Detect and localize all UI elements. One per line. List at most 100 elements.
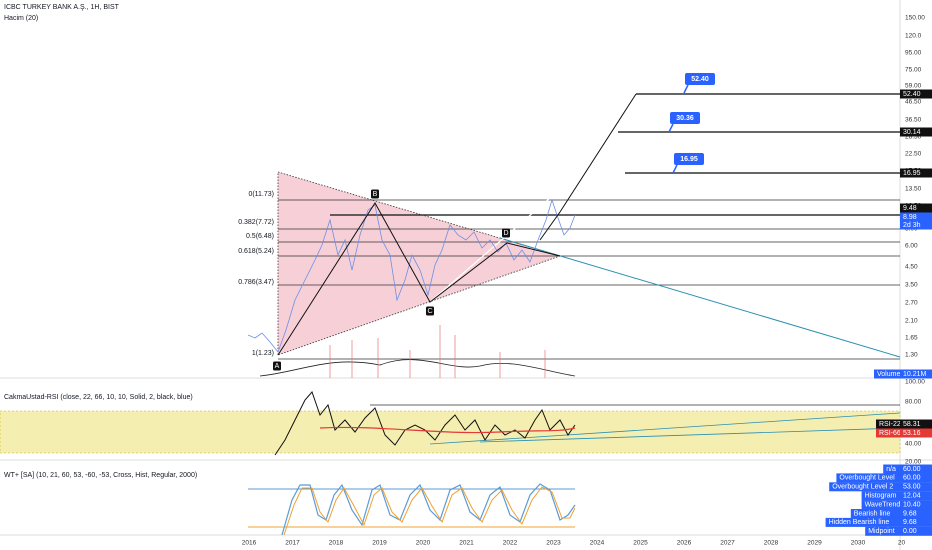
point-label-bg <box>273 361 281 371</box>
price-tag-bg <box>900 212 932 222</box>
wt-tag-name: WaveTrend <box>865 501 901 508</box>
price-tag: 52.40 <box>903 91 921 98</box>
point-label-bg <box>371 189 379 199</box>
rsi-band <box>0 410 901 454</box>
x-axis-label: 2016 <box>242 540 257 547</box>
fib-label: 0.618(5.24) <box>238 248 274 255</box>
target-label: 52.40 <box>691 76 709 83</box>
price-axis-label: 4.50 <box>905 264 918 271</box>
price-axis-label: 120.0 <box>905 33 922 40</box>
rsi-axis-label: 40.00 <box>905 441 922 448</box>
wt-tag-name-bg <box>861 491 900 501</box>
point-label: C <box>427 308 432 315</box>
price-axis-label: 1.30 <box>905 352 918 359</box>
rsi-title: CakmaUstad-RSI (close, 22, 66, 10, 10, S… <box>4 394 193 401</box>
wt-tag-bg <box>900 473 932 483</box>
target-callout-pointer <box>683 84 689 94</box>
symbol-title: ICBC TURKEY BANK A.Ş., 1H, BIST <box>4 4 120 11</box>
wt-tag: 53.00 <box>903 484 921 491</box>
wt-tag-name-bg <box>829 482 900 492</box>
rsi-tag: 53.16 <box>903 430 921 437</box>
wt-title: WT+ [SA] (10, 21, 60, 53, -60, -53, Cros… <box>4 472 197 479</box>
x-axis-label: 2018 <box>329 540 344 547</box>
rsi-trend <box>479 427 901 443</box>
volume-tag-name-bg <box>874 369 900 379</box>
target-callout-pointer <box>672 164 678 174</box>
wt-tag-name: Midpoint <box>868 528 895 535</box>
price-tag-bg <box>900 168 932 178</box>
volume-tag: 10.21M <box>903 371 927 378</box>
rsi-trend <box>429 412 901 445</box>
wt-tag: 12.04 <box>903 493 921 500</box>
fib-label: 1(1.23) <box>252 350 274 357</box>
wt-tag-bg <box>900 482 932 492</box>
triangle-pattern <box>277 171 562 356</box>
rsi-tag-bg <box>900 419 932 429</box>
price-tag: 9.48 <box>903 205 917 212</box>
wt-tag-name: Overbought Level <box>839 475 895 482</box>
price-line <box>247 198 576 353</box>
price-axis-label: 3.50 <box>905 282 918 289</box>
price-axis-label: 2.10 <box>905 318 918 325</box>
wt-tag-bg <box>900 509 932 518</box>
price-tag-bg <box>900 89 932 99</box>
target-label: 30.36 <box>676 115 694 122</box>
x-axis-label: 2026 <box>677 540 692 547</box>
fib-label: 0.382(7.72) <box>238 219 274 226</box>
x-axis-label: 2030 <box>851 540 866 547</box>
x-axis-label: 2028 <box>764 540 779 547</box>
price-axis-label: 2.70 <box>905 300 918 307</box>
price-axis-label: 59.00 <box>905 83 922 90</box>
wt-tag: 0.00 <box>903 528 917 535</box>
x-axis-label: 2019 <box>372 540 387 547</box>
channel-line <box>429 197 551 303</box>
wt-tag: 60.00 <box>903 475 921 482</box>
x-axis-label: 2017 <box>285 540 300 547</box>
rsi-axis-label: 80.00 <box>905 399 922 406</box>
target-label: 16.95 <box>680 156 698 163</box>
price-axis-label: 95.00 <box>905 50 922 57</box>
volume-tag-bg <box>900 369 932 379</box>
point-label: D <box>503 230 508 237</box>
trend-line <box>499 237 901 358</box>
price-axis-label: 28.50 <box>905 134 922 141</box>
wt-tag-bg <box>900 517 932 527</box>
wt-tag-name: Overbought Level 2 <box>832 484 893 491</box>
wt-tag: 9.68 <box>903 510 917 517</box>
wt-tag-name: n/a <box>886 466 896 473</box>
x-axis-label: 2022 <box>503 540 518 547</box>
rsi-axis-label: 100.00 <box>905 379 925 386</box>
signal-line <box>283 486 576 536</box>
wt-tag-name: Hidden Bearish line <box>829 519 890 526</box>
wt-tag-name-bg <box>850 509 900 518</box>
price-axis-label: 36.50 <box>905 117 922 124</box>
projection-line <box>539 93 637 241</box>
fib-lines <box>278 93 900 360</box>
wt-tag-name-bg <box>883 464 900 474</box>
rsi-tag-name: RSI-66 <box>879 430 901 437</box>
point-label: A <box>275 363 280 370</box>
rsi-axis-label: 20.00 <box>905 459 922 466</box>
x-axis-label: 2029 <box>807 540 822 547</box>
wt-tag-name: Histogram <box>865 493 897 500</box>
target-callout-bg <box>670 112 700 124</box>
x-axis-label: 2025 <box>633 540 648 547</box>
abcd-pattern <box>277 202 561 356</box>
price-axis-label: 150.00 <box>905 15 925 22</box>
rsi-tag: 58.31 <box>903 421 921 428</box>
price-axis-label: 75.00 <box>905 67 922 74</box>
price-tag: 30.14 <box>903 129 921 136</box>
price-axis-label: 6.00 <box>905 243 918 250</box>
rsi-slow-line <box>319 426 576 434</box>
price-tag: 8.98 <box>903 214 917 221</box>
volume-ma <box>259 359 576 377</box>
price-tag-time-bg <box>900 220 932 230</box>
price-tag: 16.95 <box>903 170 921 177</box>
fib-label: 0(11.73) <box>248 191 274 198</box>
wt-tag-bg <box>900 500 932 510</box>
wt-tag: 60.00 <box>903 466 921 473</box>
point-label: B <box>373 191 378 198</box>
rsi-tag-name-bg <box>876 428 900 438</box>
x-axis-label: 20 <box>898 540 906 547</box>
volume-bars <box>329 325 546 378</box>
